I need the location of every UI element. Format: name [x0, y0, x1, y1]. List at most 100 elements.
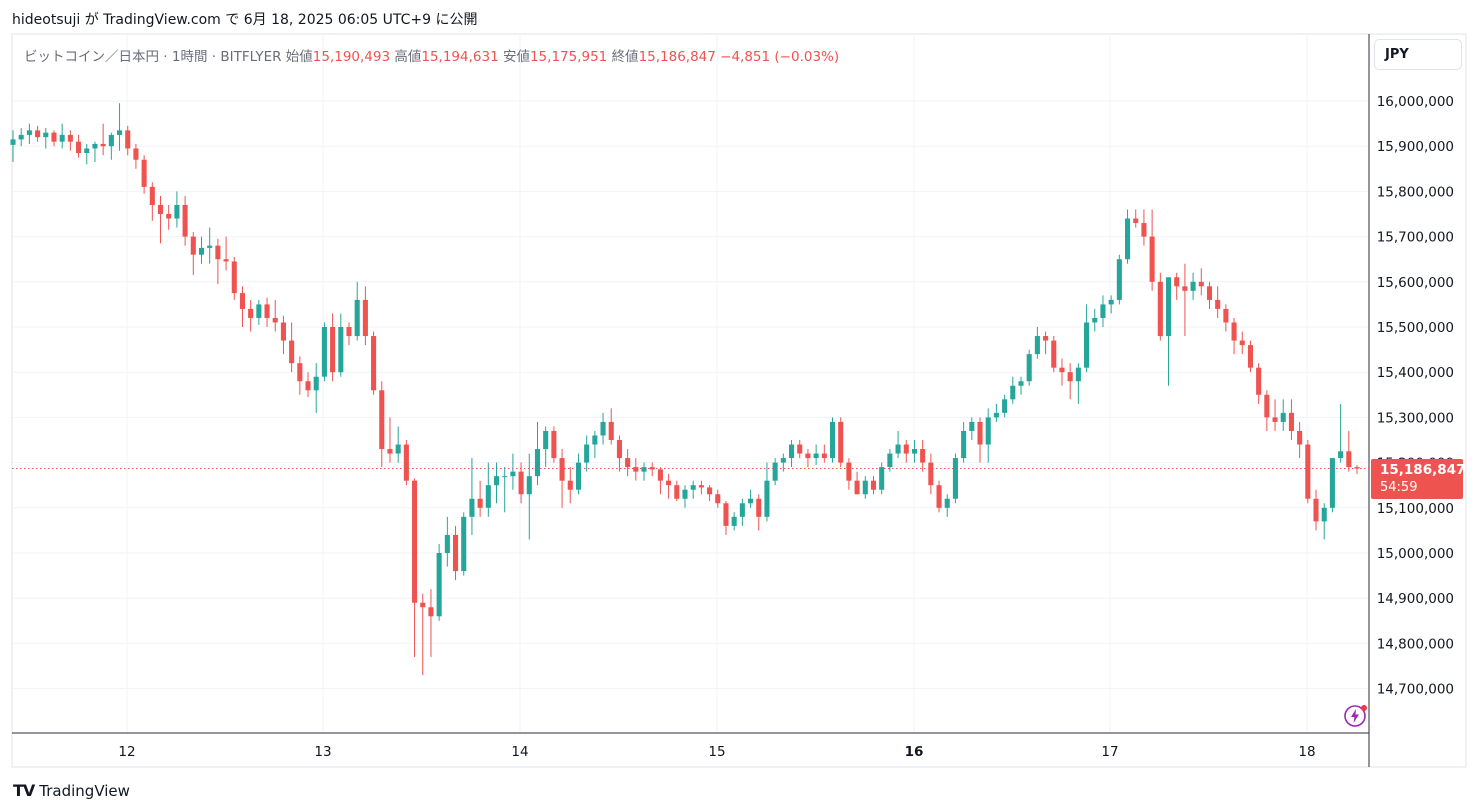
candle[interactable]	[674, 480, 680, 502]
candle[interactable]	[485, 462, 491, 517]
candle[interactable]	[1002, 394, 1008, 418]
candle[interactable]	[1165, 277, 1172, 386]
candle[interactable]	[887, 449, 893, 472]
candle[interactable]	[748, 489, 754, 508]
candle[interactable]	[1141, 209, 1147, 246]
candle[interactable]	[1338, 403, 1344, 463]
candle[interactable]	[616, 435, 622, 472]
candle[interactable]	[1264, 390, 1270, 431]
candle[interactable]	[43, 128, 49, 149]
candle[interactable]	[608, 408, 614, 445]
candle[interactable]	[584, 435, 590, 472]
candle[interactable]	[969, 417, 975, 440]
candle[interactable]	[772, 458, 778, 486]
candle[interactable]	[207, 227, 213, 264]
candle[interactable]	[797, 440, 803, 459]
candle[interactable]	[1084, 304, 1090, 373]
candle[interactable]	[190, 232, 196, 276]
candle[interactable]	[854, 471, 860, 495]
candle[interactable]	[395, 426, 401, 463]
candle[interactable]	[1149, 209, 1155, 291]
candle[interactable]	[1272, 399, 1278, 431]
candle[interactable]	[534, 421, 541, 486]
candle[interactable]	[641, 462, 647, 481]
candle[interactable]	[551, 426, 557, 463]
candle[interactable]	[67, 130, 73, 151]
candle[interactable]	[248, 299, 254, 332]
candle[interactable]	[518, 462, 524, 504]
candle[interactable]	[1288, 399, 1294, 440]
candle[interactable]	[387, 417, 393, 463]
candle[interactable]	[764, 462, 770, 522]
candle[interactable]	[1223, 304, 1229, 332]
candle[interactable]	[1354, 464, 1360, 474]
candle[interactable]	[846, 458, 852, 490]
candle[interactable]	[157, 195, 164, 244]
lightning-icon[interactable]	[1343, 704, 1367, 728]
candle[interactable]	[1231, 317, 1237, 355]
candle[interactable]	[1239, 331, 1245, 355]
candle[interactable]	[502, 467, 508, 513]
candle[interactable]	[354, 281, 360, 341]
candle[interactable]	[780, 453, 786, 472]
candle[interactable]	[731, 512, 737, 531]
candle[interactable]	[1297, 421, 1303, 459]
candle[interactable]	[993, 403, 999, 422]
candle[interactable]	[788, 440, 795, 468]
candle[interactable]	[600, 412, 606, 445]
candle[interactable]	[1133, 209, 1139, 228]
candle[interactable]	[821, 444, 827, 463]
candle[interactable]	[289, 322, 295, 373]
candle[interactable]	[461, 512, 467, 576]
candle[interactable]	[1059, 358, 1065, 386]
candle[interactable]	[1018, 376, 1024, 395]
candle[interactable]	[961, 421, 967, 463]
candle[interactable]	[493, 462, 500, 504]
candle[interactable]	[84, 143, 90, 165]
candle[interactable]	[133, 143, 139, 169]
candle[interactable]	[1100, 295, 1106, 327]
candle[interactable]	[182, 195, 188, 246]
candle[interactable]	[698, 480, 704, 495]
candle[interactable]	[756, 494, 762, 531]
candle[interactable]	[231, 256, 237, 300]
x-axis[interactable]: 12 13 14 15 16 17 18	[118, 744, 1315, 760]
candle[interactable]	[469, 458, 475, 535]
candle[interactable]	[444, 516, 450, 567]
candle[interactable]	[829, 417, 836, 463]
candle[interactable]	[1305, 440, 1311, 504]
candle[interactable]	[1010, 376, 1016, 404]
candle[interactable]	[10, 130, 16, 163]
candle[interactable]	[26, 123, 32, 144]
candle[interactable]	[805, 449, 811, 468]
candle[interactable]	[215, 238, 221, 285]
candle[interactable]	[1092, 308, 1098, 332]
candle[interactable]	[625, 449, 631, 477]
candle[interactable]	[928, 453, 934, 495]
candle[interactable]	[362, 286, 368, 346]
candle[interactable]	[338, 313, 344, 377]
candle[interactable]	[1116, 254, 1122, 305]
candle[interactable]	[477, 480, 483, 517]
candle[interactable]	[690, 480, 696, 499]
candle[interactable]	[108, 132, 114, 160]
candle[interactable]	[1182, 263, 1188, 337]
candle[interactable]	[666, 473, 672, 499]
candle[interactable]	[1329, 458, 1335, 513]
candle[interactable]	[35, 125, 41, 142]
candle[interactable]	[166, 204, 172, 230]
candle[interactable]	[116, 103, 123, 151]
candle[interactable]	[321, 322, 327, 382]
candle[interactable]	[76, 134, 82, 158]
candle[interactable]	[1198, 268, 1204, 296]
candle[interactable]	[526, 453, 532, 540]
candle[interactable]	[1026, 349, 1032, 386]
candle[interactable]	[1108, 295, 1114, 314]
candle[interactable]	[92, 141, 98, 163]
candle[interactable]	[198, 236, 205, 264]
candle[interactable]	[559, 449, 565, 508]
candle[interactable]	[1321, 503, 1327, 540]
candle[interactable]	[436, 543, 442, 621]
candle[interactable]	[1313, 489, 1319, 531]
candle[interactable]	[371, 331, 377, 395]
